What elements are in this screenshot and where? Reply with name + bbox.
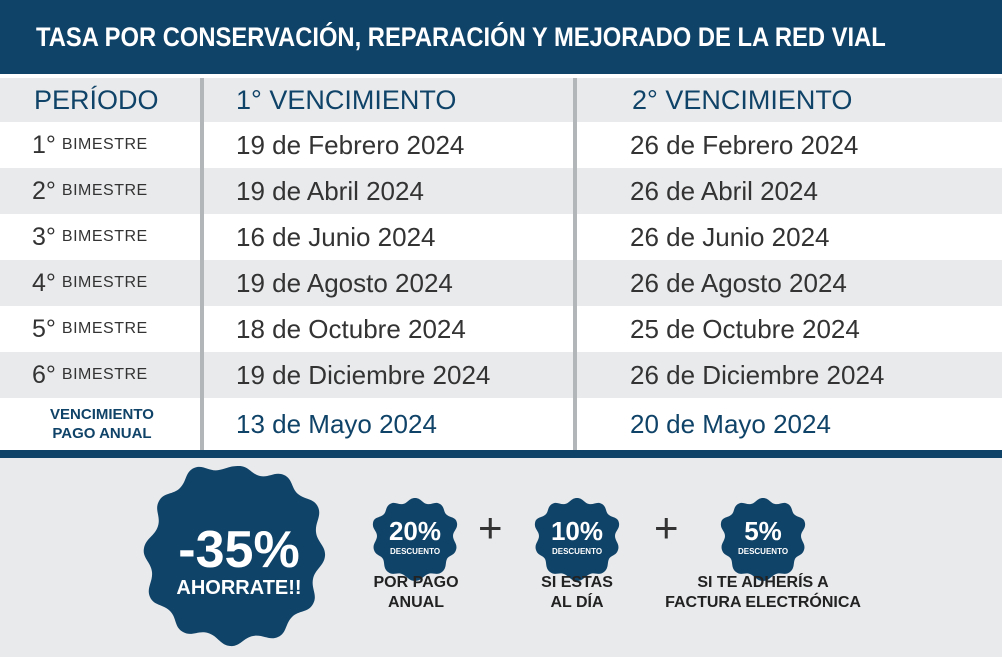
table-header-row: PERÍODO 1° VENCIMIENTO 2° VENCIMIENTO <box>0 78 1002 122</box>
first-due-date: 19 de Diciembre 2024 <box>236 359 491 390</box>
discount-section: -35% AHORRATE!! 20% DESCUENTO POR PAGO A… <box>0 458 1002 657</box>
discount-value: 5% <box>744 516 782 546</box>
section-divider <box>0 450 1002 458</box>
annual-label-line2: PAGO ANUAL <box>52 425 152 442</box>
period-cell: 4° BIMESTRE <box>32 260 182 306</box>
second-due-date: 25 de Octubre 2024 <box>630 313 860 344</box>
main-discount-label: AHORRATE!! <box>176 577 301 599</box>
period-number: 5° <box>32 314 56 343</box>
first-due-date: 19 de Agosto 2024 <box>236 267 453 298</box>
period-number: 6° <box>32 360 56 389</box>
period-cell: 2° BIMESTRE <box>32 168 182 214</box>
period-cell: 5° BIMESTRE <box>32 306 182 352</box>
table-row-annual: VENCIMIENTO PAGO ANUAL 13 de Mayo 2024 2… <box>0 398 1002 450</box>
due-dates-table: PERÍODO 1° VENCIMIENTO 2° VENCIMIENTO 1°… <box>0 78 1002 450</box>
column-header-period: PERÍODO <box>34 84 159 115</box>
discount-value: 20% <box>389 516 441 546</box>
period-label: BIMESTRE <box>61 274 148 291</box>
table-row: 6° BIMESTRE 19 de Diciembre 2024 26 de Di… <box>0 352 1002 398</box>
annual-first-due-date: 13 de Mayo 2024 <box>236 408 437 439</box>
period-number: 3° <box>32 222 56 251</box>
discount-badge-10: 10% DESCUENTO <box>534 498 620 581</box>
discount-label: DESCUENTO <box>552 547 602 556</box>
second-due-date: 26 de Diciembre 2024 <box>630 359 885 390</box>
second-due-date: 26 de Agosto 2024 <box>630 267 847 298</box>
caption-line: SI ESTAS <box>541 574 613 591</box>
caption-line: FACTURA ELECTRÓNICA <box>665 594 861 611</box>
discount-caption: POR PAGO ANUAL <box>346 573 486 613</box>
period-number: 1° <box>32 130 56 159</box>
discount-badge-5: 5% DESCUENTO <box>720 498 806 581</box>
caption-line: SI TE ADHERÍS A <box>697 574 829 591</box>
caption-line: POR PAGO <box>373 574 459 591</box>
second-due-date: 26 de Febrero 2024 <box>630 129 859 160</box>
table-row: 2° BIMESTRE 19 de Abril 2024 26 de Abril … <box>0 168 1002 214</box>
column-divider-2 <box>573 78 577 450</box>
period-label: BIMESTRE <box>61 366 148 383</box>
title-banner: TASA POR CONSERVACIÓN, REPARACIÓN Y MEJO… <box>0 0 1002 74</box>
period-cell: 3° BIMESTRE <box>32 214 182 260</box>
column-header-second-due: 2° VENCIMIENTO <box>632 84 853 115</box>
discount-badge-20: 20% DESCUENTO <box>372 498 458 581</box>
discount-label: DESCUENTO <box>390 547 440 556</box>
table-row: 4° BIMESTRE 19 de Agosto 2024 26 de Agost… <box>0 260 1002 306</box>
period-label: BIMESTRE <box>61 228 148 245</box>
caption-line: ANUAL <box>388 594 444 611</box>
plus-sign: + <box>654 504 679 551</box>
annual-second-due-date: 20 de Mayo 2024 <box>630 408 831 439</box>
caption-line: AL DÍA <box>550 594 604 611</box>
first-due-date: 19 de Febrero 2024 <box>236 129 465 160</box>
first-due-date: 16 de Junio 2024 <box>236 221 436 252</box>
discount-caption: SI ESTAS AL DÍA <box>512 573 642 613</box>
first-due-date: 18 de Octubre 2024 <box>236 313 466 344</box>
column-header-first-due: 1° VENCIMIENTO <box>236 84 457 115</box>
table-row: 5° BIMESTRE 18 de Octubre 2024 25 de Octu… <box>0 306 1002 352</box>
annual-period-cell: VENCIMIENTO PAGO ANUAL <box>32 398 172 450</box>
period-label: BIMESTRE <box>61 136 148 153</box>
main-discount-badge: -35% AHORRATE!! <box>143 466 326 647</box>
discount-value: 10% <box>551 516 603 546</box>
first-due-date: 19 de Abril 2024 <box>236 175 424 206</box>
page-title: TASA POR CONSERVACIÓN, REPARACIÓN Y MEJO… <box>36 21 886 52</box>
discount-caption: SI TE ADHERÍS A FACTURA ELECTRÓNICA <box>640 573 886 613</box>
second-due-date: 26 de Junio 2024 <box>630 221 830 252</box>
period-label: BIMESTRE <box>61 182 148 199</box>
annual-label-line1: VENCIMIENTO <box>50 406 154 423</box>
table-row: 1° BIMESTRE 19 de Febrero 2024 26 de Febr… <box>0 122 1002 168</box>
column-divider-1 <box>200 78 204 450</box>
period-number: 2° <box>32 176 56 205</box>
period-number: 4° <box>32 268 56 297</box>
main-discount-value: -35% <box>178 521 299 579</box>
second-due-date: 26 de Abril 2024 <box>630 175 818 206</box>
plus-sign: + <box>478 504 503 551</box>
discount-label: DESCUENTO <box>738 547 788 556</box>
period-label: BIMESTRE <box>61 320 148 337</box>
table-row: 3° BIMESTRE 16 de Junio 2024 26 de Junio … <box>0 214 1002 260</box>
period-cell: 1° BIMESTRE <box>32 122 182 168</box>
period-cell: 6° BIMESTRE <box>32 352 182 398</box>
